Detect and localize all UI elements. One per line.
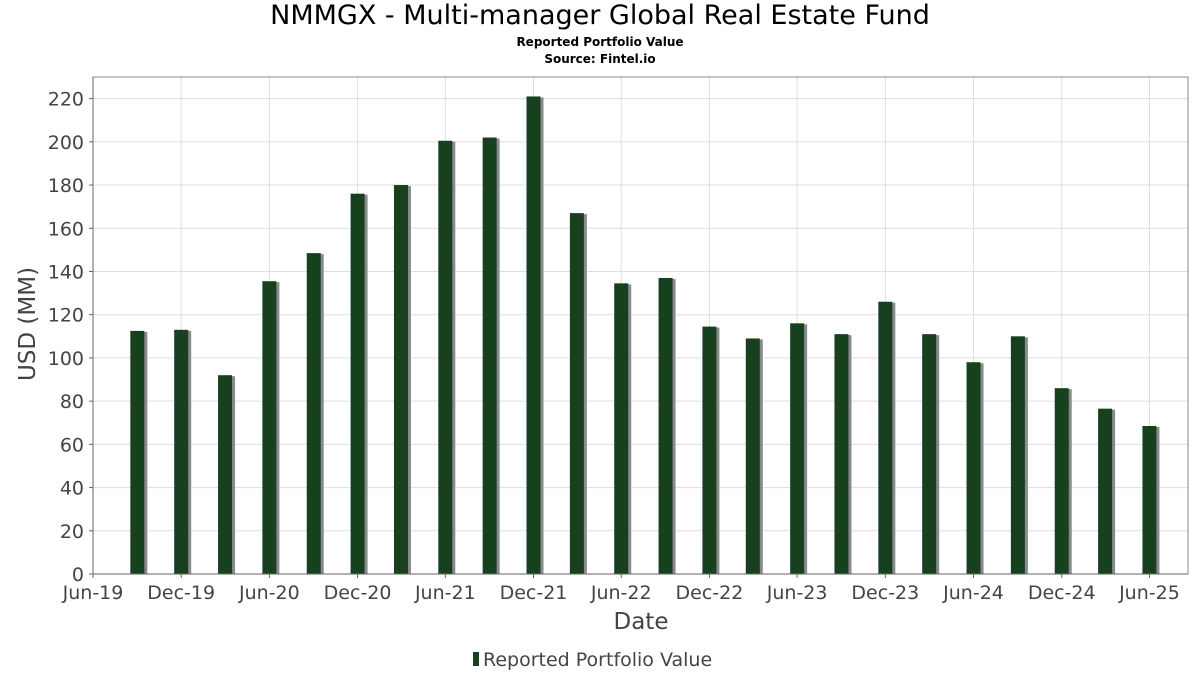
bar: [878, 301, 896, 574]
y-axis-title: USD (MM): [15, 267, 41, 381]
x-tick-label: Jun-23: [766, 582, 828, 604]
bar-rect: [130, 330, 145, 574]
bar: [306, 253, 324, 574]
bar: [393, 185, 411, 575]
y-tick-label: 180: [48, 175, 84, 197]
bar-rect: [174, 329, 189, 574]
bar-rect: [1054, 388, 1069, 574]
bars-group: [130, 96, 1160, 575]
bar: [218, 375, 236, 574]
bar-rect: [834, 334, 849, 574]
y-tick-label: 20: [60, 521, 84, 543]
legend-label: Reported Portfolio Value: [483, 649, 712, 671]
bar-rect: [1098, 408, 1113, 574]
bar-rect: [922, 334, 937, 574]
y-tick-label: 100: [48, 348, 84, 370]
bar: [658, 277, 676, 574]
legend-swatch: [473, 652, 479, 666]
chart-subtitle: Reported Portfolio Value: [516, 35, 684, 49]
bar-rect: [966, 362, 981, 574]
bar-rect: [306, 253, 321, 574]
bar-rect: [745, 338, 760, 574]
x-tick-label: Jun-22: [590, 582, 652, 604]
y-tick-label: 60: [60, 434, 84, 456]
y-tick-label: 80: [60, 391, 84, 413]
bar: [130, 330, 148, 574]
x-tick-label: Dec-21: [500, 582, 568, 604]
y-tick-label: 160: [48, 218, 84, 240]
bar: [922, 334, 940, 574]
bar: [1142, 425, 1160, 574]
bar-rect: [878, 301, 893, 574]
x-axis-title: Date: [614, 609, 669, 635]
x-tick-label: Jun-24: [942, 582, 1004, 604]
bar-rect: [526, 96, 541, 575]
y-tick-label: 140: [48, 261, 84, 283]
bar-rect: [569, 213, 584, 575]
bar-rect: [790, 323, 805, 574]
x-tick-label: Dec-22: [676, 582, 744, 604]
bar-rect: [1142, 425, 1157, 574]
legend: Reported Portfolio Value: [473, 649, 712, 671]
x-tick-label: Jun-21: [414, 582, 476, 604]
y-tick-label: 220: [48, 89, 84, 111]
bar-rect: [262, 281, 277, 574]
bar-rect: [1010, 336, 1025, 574]
bar: [834, 334, 852, 574]
bar-rect: [702, 326, 717, 574]
x-tick-label: Jun-25: [1118, 582, 1180, 604]
y-tick-label: 0: [72, 564, 84, 586]
bar: [482, 137, 500, 575]
x-tick-label: Jun-20: [238, 582, 300, 604]
bar-rect: [438, 140, 453, 574]
bar: [526, 96, 544, 575]
bar-rect: [482, 137, 497, 575]
x-tick-labels: Jun-19 Dec-19 Jun-20 Dec-20 Jun-21 Dec-21 Jun-…: [62, 574, 1180, 604]
y-tick-label: 40: [60, 478, 84, 500]
x-tick-label: Dec-23: [851, 582, 919, 604]
bar-rect: [218, 375, 233, 574]
bar: [174, 329, 192, 574]
bar-rect: [658, 277, 673, 574]
x-tick-label: Dec-24: [1028, 582, 1096, 604]
x-tick-label: Jun-19: [62, 582, 124, 604]
bar: [438, 140, 456, 574]
y-tick-labels: 0 20 40 60 80 100 120 140 160 180 200 220: [48, 89, 93, 586]
chart-source: Source: Fintel.io: [544, 52, 656, 66]
bar: [614, 283, 632, 574]
bar: [1010, 336, 1028, 574]
y-tick-label: 200: [48, 132, 84, 154]
bar: [569, 213, 587, 575]
bar: [790, 323, 808, 574]
y-tick-label: 120: [48, 305, 84, 327]
bar-rect: [350, 193, 365, 574]
bar: [745, 338, 763, 574]
bar-rect: [393, 185, 408, 575]
bar: [350, 193, 368, 574]
x-tick-label: Dec-19: [147, 582, 215, 604]
bar: [1098, 408, 1116, 574]
bar: [262, 281, 280, 574]
x-tick-label: Dec-20: [324, 582, 392, 604]
bar: [966, 362, 984, 574]
axes: [92, 77, 1188, 575]
bar-rect: [614, 283, 629, 574]
bar: [1054, 388, 1072, 574]
bar: [702, 326, 720, 574]
chart-title: NMMGX - Multi-manager Global Real Estate…: [270, 0, 930, 31]
